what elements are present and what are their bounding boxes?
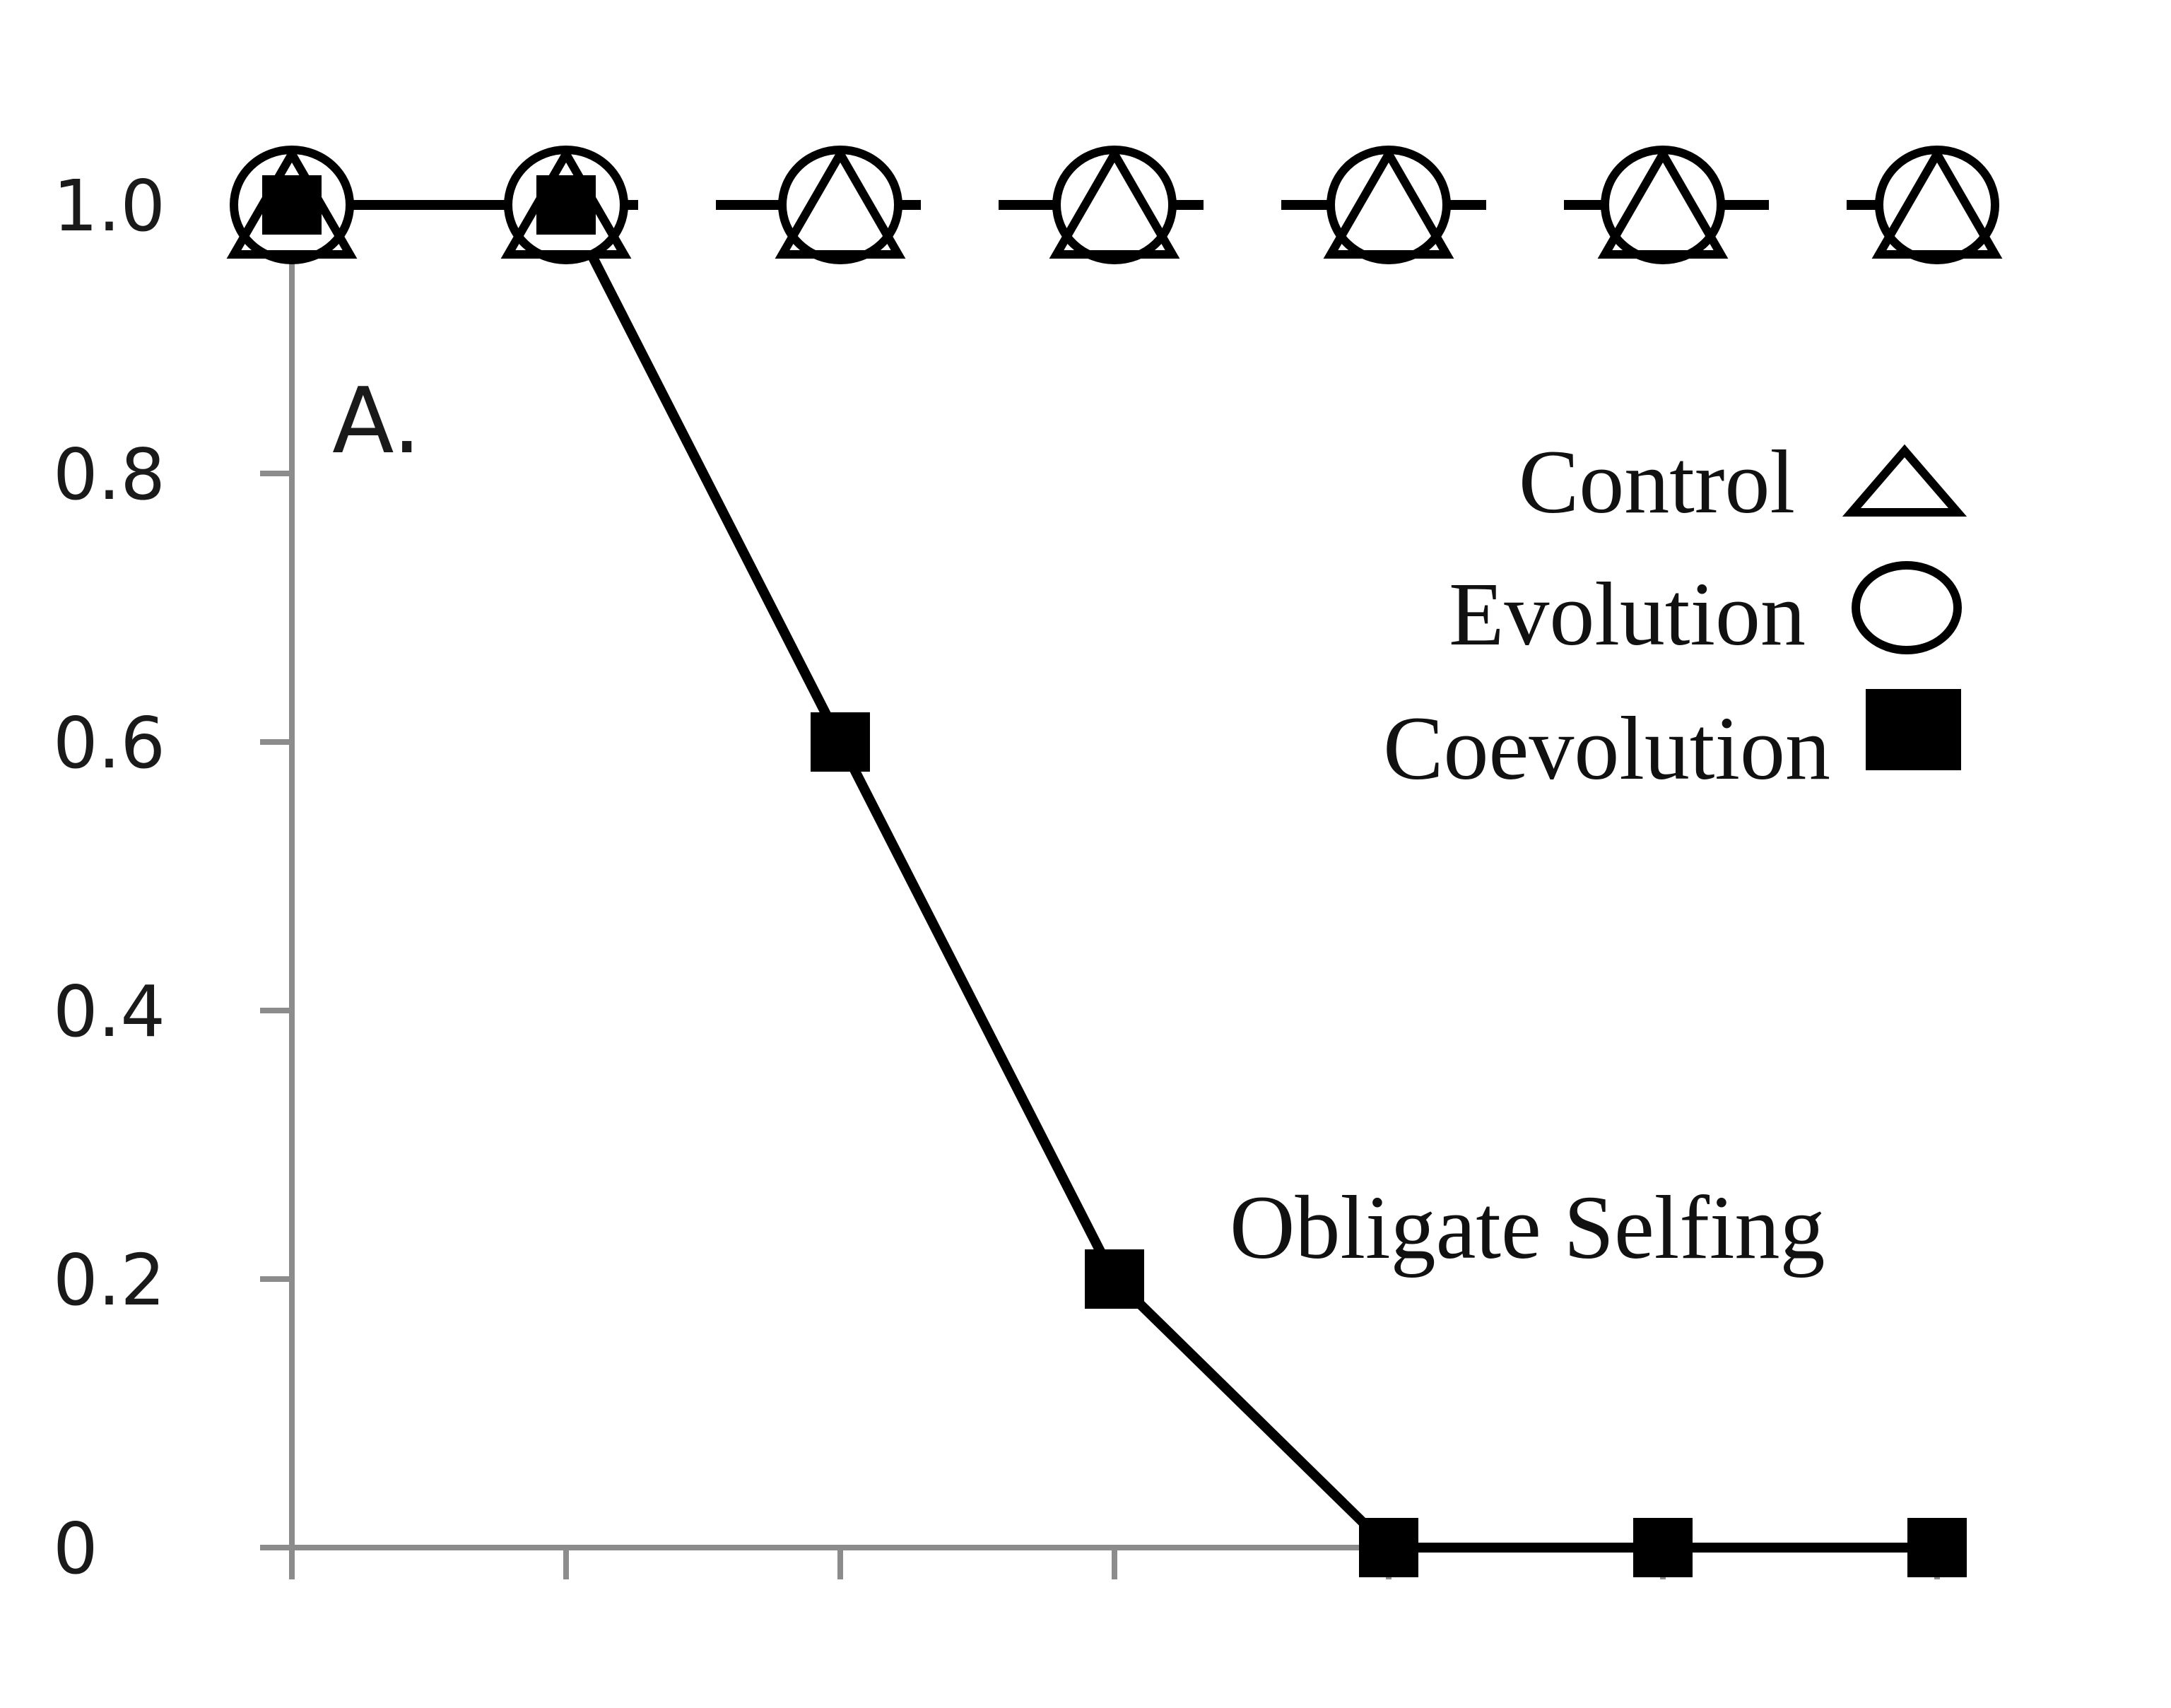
- legend-marker-circle: [1852, 561, 1962, 654]
- point-coevolution: [262, 175, 322, 235]
- y-tick-label: 0.8: [53, 433, 165, 516]
- point-coevolution: [1633, 1518, 1693, 1577]
- point-coevolution: [536, 175, 596, 235]
- series-markers-control: [226, 146, 2003, 259]
- point-evolution: [1875, 146, 1999, 264]
- point-coevolution: [1359, 1518, 1418, 1577]
- annotation-obligate-selfing: Obligate Selfing: [1230, 1177, 1825, 1278]
- y-tick-label: 0.2: [53, 1239, 165, 1321]
- y-tick-label: 0: [53, 1507, 98, 1590]
- series-line-coevolution: [292, 200, 1937, 1553]
- legend: Control Evolution Coevolution: [1383, 432, 1967, 799]
- point-evolution: [1601, 146, 1725, 264]
- legend-marker-square: [1866, 689, 1961, 770]
- point-control: [1871, 146, 2003, 259]
- legend-label-control: Control: [1519, 432, 1795, 532]
- point-control: [775, 146, 906, 259]
- panel-label: A.: [332, 369, 421, 474]
- y-tick-labels: 0 0.2 0.4 0.6 0.8 1.0: [53, 165, 165, 1590]
- point-control: [1323, 146, 1454, 259]
- series-markers-coevolution: [262, 175, 1967, 1577]
- axes: [260, 202, 1951, 1579]
- point-evolution: [1326, 146, 1451, 264]
- point-control: [1597, 146, 1729, 259]
- legend-label-coevolution: Coevolution: [1383, 698, 1830, 799]
- point-coevolution: [1085, 1249, 1144, 1309]
- point-coevolution: [1907, 1518, 1967, 1577]
- y-tick-label: 0.4: [53, 970, 165, 1053]
- point-evolution: [1052, 146, 1177, 264]
- legend-marker-triangle: [1842, 444, 1967, 517]
- series-layer: [226, 146, 2003, 1577]
- point-evolution: [778, 146, 902, 264]
- point-coevolution: [811, 712, 870, 772]
- y-tick-label: 1.0: [53, 165, 165, 247]
- legend-label-evolution: Evolution: [1449, 564, 1806, 664]
- point-control: [1049, 146, 1180, 259]
- y-tick-label: 0.6: [53, 702, 165, 784]
